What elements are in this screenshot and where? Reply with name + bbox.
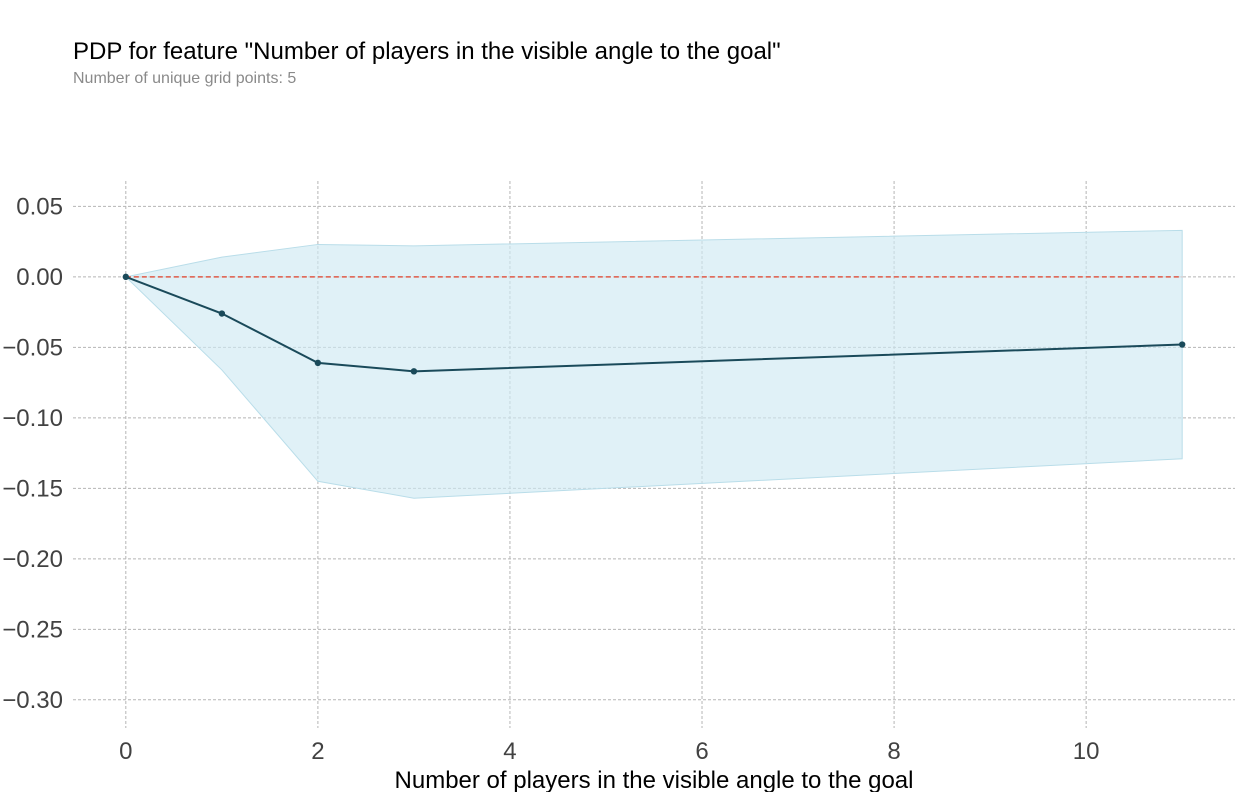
x-axis-label: Number of players in the visible angle t… [395, 767, 914, 792]
x-tick-label: 6 [695, 738, 708, 765]
data-point-0 [122, 273, 130, 281]
confidence-band-layer [124, 229, 1183, 499]
y-tick-label: −0.25 [2, 616, 63, 643]
data-point-4 [1178, 341, 1186, 348]
y-tick-label: −0.30 [2, 687, 63, 714]
x-tick-label: 10 [1073, 738, 1100, 765]
confidence-band [124, 229, 1183, 499]
data-point-2 [314, 359, 322, 367]
data-point-3 [410, 368, 418, 375]
y-tick-label: −0.05 [2, 334, 63, 361]
series-points-layer [122, 273, 1186, 375]
x-tick-label: 2 [311, 738, 324, 765]
x-axis-ticks: 0 2 4 6 8 10 [119, 738, 1099, 765]
y-tick-label: −0.20 [2, 546, 63, 573]
y-tick-label: 0.05 [16, 193, 63, 220]
x-tick-label: 8 [887, 738, 900, 765]
x-tick-label: 0 [119, 738, 132, 765]
y-tick-label: −0.15 [2, 475, 63, 502]
y-tick-label: −0.10 [2, 405, 63, 432]
x-tick-label: 4 [503, 738, 516, 765]
chart-subtitle: Number of unique grid points: 5 [73, 70, 297, 87]
chart-title: PDP for feature "Number of players in th… [73, 38, 781, 65]
data-point-1 [218, 310, 226, 317]
y-tick-label: 0.00 [16, 264, 63, 291]
y-axis-ticks: 0.05 0.00 −0.05 −0.10 −0.15 −0.20 −0.25 −0.30 [2, 193, 63, 713]
